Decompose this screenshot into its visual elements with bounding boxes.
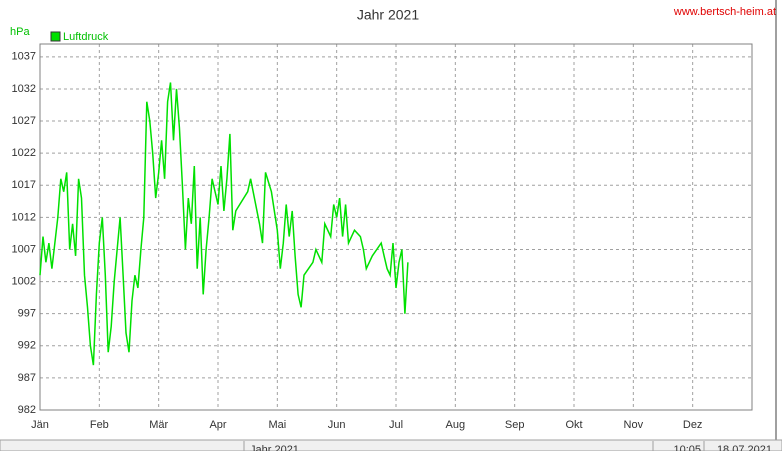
plot-frame xyxy=(39,43,753,411)
source: www.bertsch-heim.at xyxy=(673,6,776,18)
y-tick-label: 1007 xyxy=(12,243,36,255)
legend-swatch xyxy=(50,31,61,42)
y-tick-label: 987 xyxy=(18,372,36,384)
x-tick-label: Sep xyxy=(505,419,525,431)
status-text: 18.07.2021 xyxy=(717,444,772,451)
x-tick-label: Jul xyxy=(389,419,403,431)
x-tick-label: Mai xyxy=(268,419,286,431)
status-text: 10:05 xyxy=(673,444,701,451)
x-tick-label: Mär xyxy=(149,419,168,431)
x-tick-label: Dez xyxy=(683,419,703,431)
y-tick-label: 1037 xyxy=(12,51,36,63)
y-tick-label: 982 xyxy=(18,404,36,416)
x-tick-label: Nov xyxy=(624,419,644,431)
y-tick-label: 1002 xyxy=(12,275,36,287)
y-axis-label: hPa xyxy=(10,26,30,38)
y-tick-label: 1017 xyxy=(12,179,36,191)
x-tick-label: Aug xyxy=(446,419,466,431)
status-text: Jahr 2021 xyxy=(250,444,299,451)
status-bar xyxy=(0,439,782,451)
y-tick-label: 1022 xyxy=(12,147,36,159)
x-tick-label: Okt xyxy=(565,419,582,431)
y-tick-label: 1012 xyxy=(12,211,36,223)
y-tick-label: 1027 xyxy=(12,115,36,127)
line xyxy=(39,82,409,366)
y-tick-label: 992 xyxy=(18,340,36,352)
x-tick-label: Apr xyxy=(209,419,226,431)
y-tick-label: 997 xyxy=(18,308,36,320)
y-tick-label: 1032 xyxy=(12,83,36,95)
chart-title: Jahr 2021 xyxy=(357,7,419,23)
legend-label: Luftdruck xyxy=(63,31,109,43)
x-tick-label: Feb xyxy=(90,419,109,431)
x-tick-label: Jän xyxy=(31,419,49,431)
x-tick-label: Jun xyxy=(328,419,346,431)
